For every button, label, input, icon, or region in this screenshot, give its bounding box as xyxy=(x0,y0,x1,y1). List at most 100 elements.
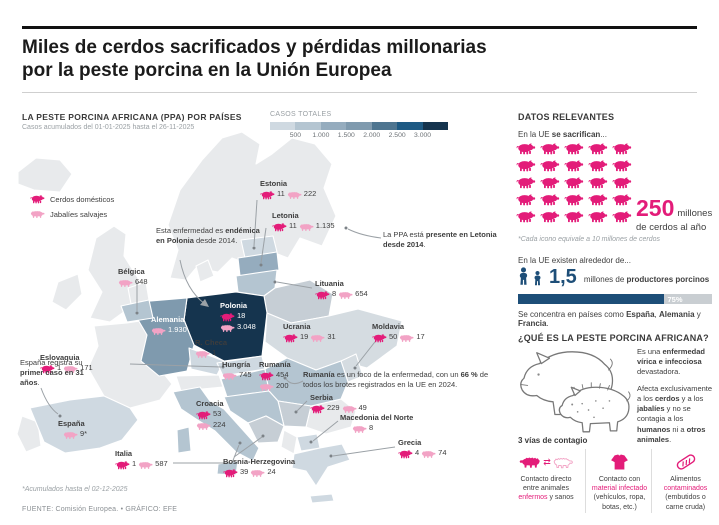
europe-map: Estonia 11 222 Letonia 11 1.135 Lituania 8… xyxy=(10,130,510,510)
pig-icon xyxy=(564,159,584,172)
pig-icon xyxy=(588,210,608,223)
pig-icon xyxy=(516,142,536,155)
map-label-moldavia: Moldavia 50 17 xyxy=(372,322,425,343)
divider xyxy=(22,92,697,93)
map-label-espana: España 9* xyxy=(58,419,88,440)
pig-icon xyxy=(588,159,608,172)
pig-icon xyxy=(540,176,560,189)
map-section-heading: LA PESTE PORCINA AFRICANA (PPA) POR PAÍS… xyxy=(22,112,242,122)
pig-icon xyxy=(540,142,560,155)
map-label-hungria: Hungría 745 xyxy=(222,360,252,381)
domestic-pig-icon xyxy=(310,404,325,414)
map-label-estonia: Estonia 11 222 xyxy=(260,179,317,200)
pig-icon xyxy=(516,159,536,172)
scale-ticks: 500 1.000 1.500 2.000 2.500 3.000 xyxy=(289,132,432,139)
contagion-heading: 3 vías de contagio xyxy=(518,436,588,445)
domestic-pig-icon xyxy=(283,333,298,343)
exchange-arrows-icon: ⇄ xyxy=(543,456,551,467)
wild-boar-icon xyxy=(118,278,133,288)
healthy-boar-icon xyxy=(553,456,573,469)
wild-boar-icon xyxy=(399,333,414,343)
contagion-item-infected-material: Contacto con material infectado (vehícul… xyxy=(585,449,649,513)
wild-boar-icon xyxy=(151,326,166,336)
map-label-croacia: Croacia 53 224 xyxy=(196,399,226,431)
pig-icon xyxy=(564,193,584,206)
domestic-pig-icon xyxy=(220,312,235,322)
map-legend: Cerdos domésticos Jabalíes salvajes xyxy=(30,194,114,224)
contagion-item-direct-contact: ⇄ Contacto directo entre animales enferm… xyxy=(518,455,574,502)
contagion-item-contaminated-food: Alimentos contaminados (embutidos o carn… xyxy=(651,449,715,513)
map-label-grecia: Grecia 4 74 xyxy=(398,438,447,459)
pig-icon xyxy=(612,210,632,223)
pig-pictogram-grid xyxy=(516,142,638,223)
map-canvas xyxy=(16,131,403,504)
wild-boar-icon xyxy=(196,421,211,431)
wild-boar-icon xyxy=(63,430,78,440)
pig-icon xyxy=(612,159,632,172)
wild-boar-icon xyxy=(222,371,237,381)
pig-icon xyxy=(588,193,608,206)
wild-boar-icon xyxy=(310,333,325,343)
what-is-paragraph-2: Afecta exclusivamente a los cerdos y a l… xyxy=(637,384,713,444)
pig-icon xyxy=(612,193,632,206)
domestic-pig-icon xyxy=(372,333,387,343)
map-label-rumania: Rumanía 454 200 xyxy=(259,360,291,392)
slaughter-footnote: *Cada icono equivale a 10 millones de ce… xyxy=(518,236,661,243)
half-person-icon xyxy=(533,270,542,286)
map-label-alemania: Alemania 1.930 xyxy=(151,315,187,336)
map-label-macedonia: Macedonia del Norte 8 xyxy=(340,413,414,434)
pig-icon xyxy=(612,142,632,155)
top-rule xyxy=(22,26,697,29)
page-title: Miles de cerdos sacrificados y pérdidas … xyxy=(22,37,487,81)
domestic-pig-icon xyxy=(272,222,287,232)
domestic-pig-icon xyxy=(398,449,413,459)
sidebar-heading: DATOS RELEVANTES xyxy=(518,112,615,122)
producers-stat: 1,5 millones de productores porcinos xyxy=(518,266,709,287)
producers-intro: En la UE existen alrededor de... xyxy=(518,256,631,265)
progress-fill xyxy=(518,294,664,304)
domestic-pig-icon xyxy=(196,410,211,420)
annotation-romania: Rumanía es un foco de la enfermedad, con… xyxy=(303,370,489,389)
pig-icon xyxy=(540,210,560,223)
producers-note: Se concentra en países como España, Alem… xyxy=(518,310,701,328)
source-credit: FUENTE: Comisión Europea. • GRÁFICO: EFE xyxy=(22,506,178,513)
wild-boar-icon xyxy=(250,468,265,478)
wild-boar-icon xyxy=(220,323,235,333)
wild-boar-icon xyxy=(338,290,353,300)
pig-icon xyxy=(540,193,560,206)
annotation-spain: España registra su primer caso en 31 año… xyxy=(20,358,84,387)
map-label-serbia: Serbia 229 49 xyxy=(310,393,367,414)
pig-icon xyxy=(540,159,560,172)
slaughter-stat: 250 millones de cerdos al año xyxy=(636,195,713,234)
infected-boar-icon xyxy=(519,455,541,469)
person-icon xyxy=(518,266,529,286)
pig-icon xyxy=(588,142,608,155)
wild-boar-icon xyxy=(195,349,210,359)
wild-boar-icon xyxy=(287,190,302,200)
connector-lines xyxy=(40,199,396,464)
domestic-pig-icon xyxy=(223,468,238,478)
slaughter-intro: En la UE se sacrifican... xyxy=(518,130,607,139)
map-label-rcheca: R. Checa 1 xyxy=(195,338,228,359)
sausage-icon xyxy=(674,450,698,474)
scale-label: CASOS TOTALES xyxy=(270,111,332,118)
map-footnote: *Acumulados hasta el 02-12-2025 xyxy=(22,486,128,493)
wild-boar-icon xyxy=(299,222,314,232)
map-label-polonia: Polonia 18 3.048 xyxy=(220,301,256,333)
what-is-heading: ¿QUÉ ES LA PESTE PORCINA AFRICANA? xyxy=(518,333,709,343)
tshirt-icon xyxy=(608,454,631,470)
domestic-pig-icon xyxy=(115,460,130,470)
wild-boar-icon xyxy=(259,382,274,392)
domestic-pig-icon xyxy=(260,190,275,200)
pig-icon xyxy=(564,142,584,155)
wild-boar-icon xyxy=(352,424,367,434)
what-is-paragraph-1: Es una enfermedad vírica e infecciosa de… xyxy=(637,347,705,377)
pig-icon xyxy=(516,176,536,189)
pig-icon xyxy=(612,176,632,189)
wild-boar-icon xyxy=(421,449,436,459)
pig-icon xyxy=(516,193,536,206)
domestic-pig-icon xyxy=(315,290,330,300)
map-label-lituania: Lituania 8 654 xyxy=(315,279,368,300)
map-label-eslovaquia: Eslovaquia 1 171 xyxy=(40,353,93,373)
